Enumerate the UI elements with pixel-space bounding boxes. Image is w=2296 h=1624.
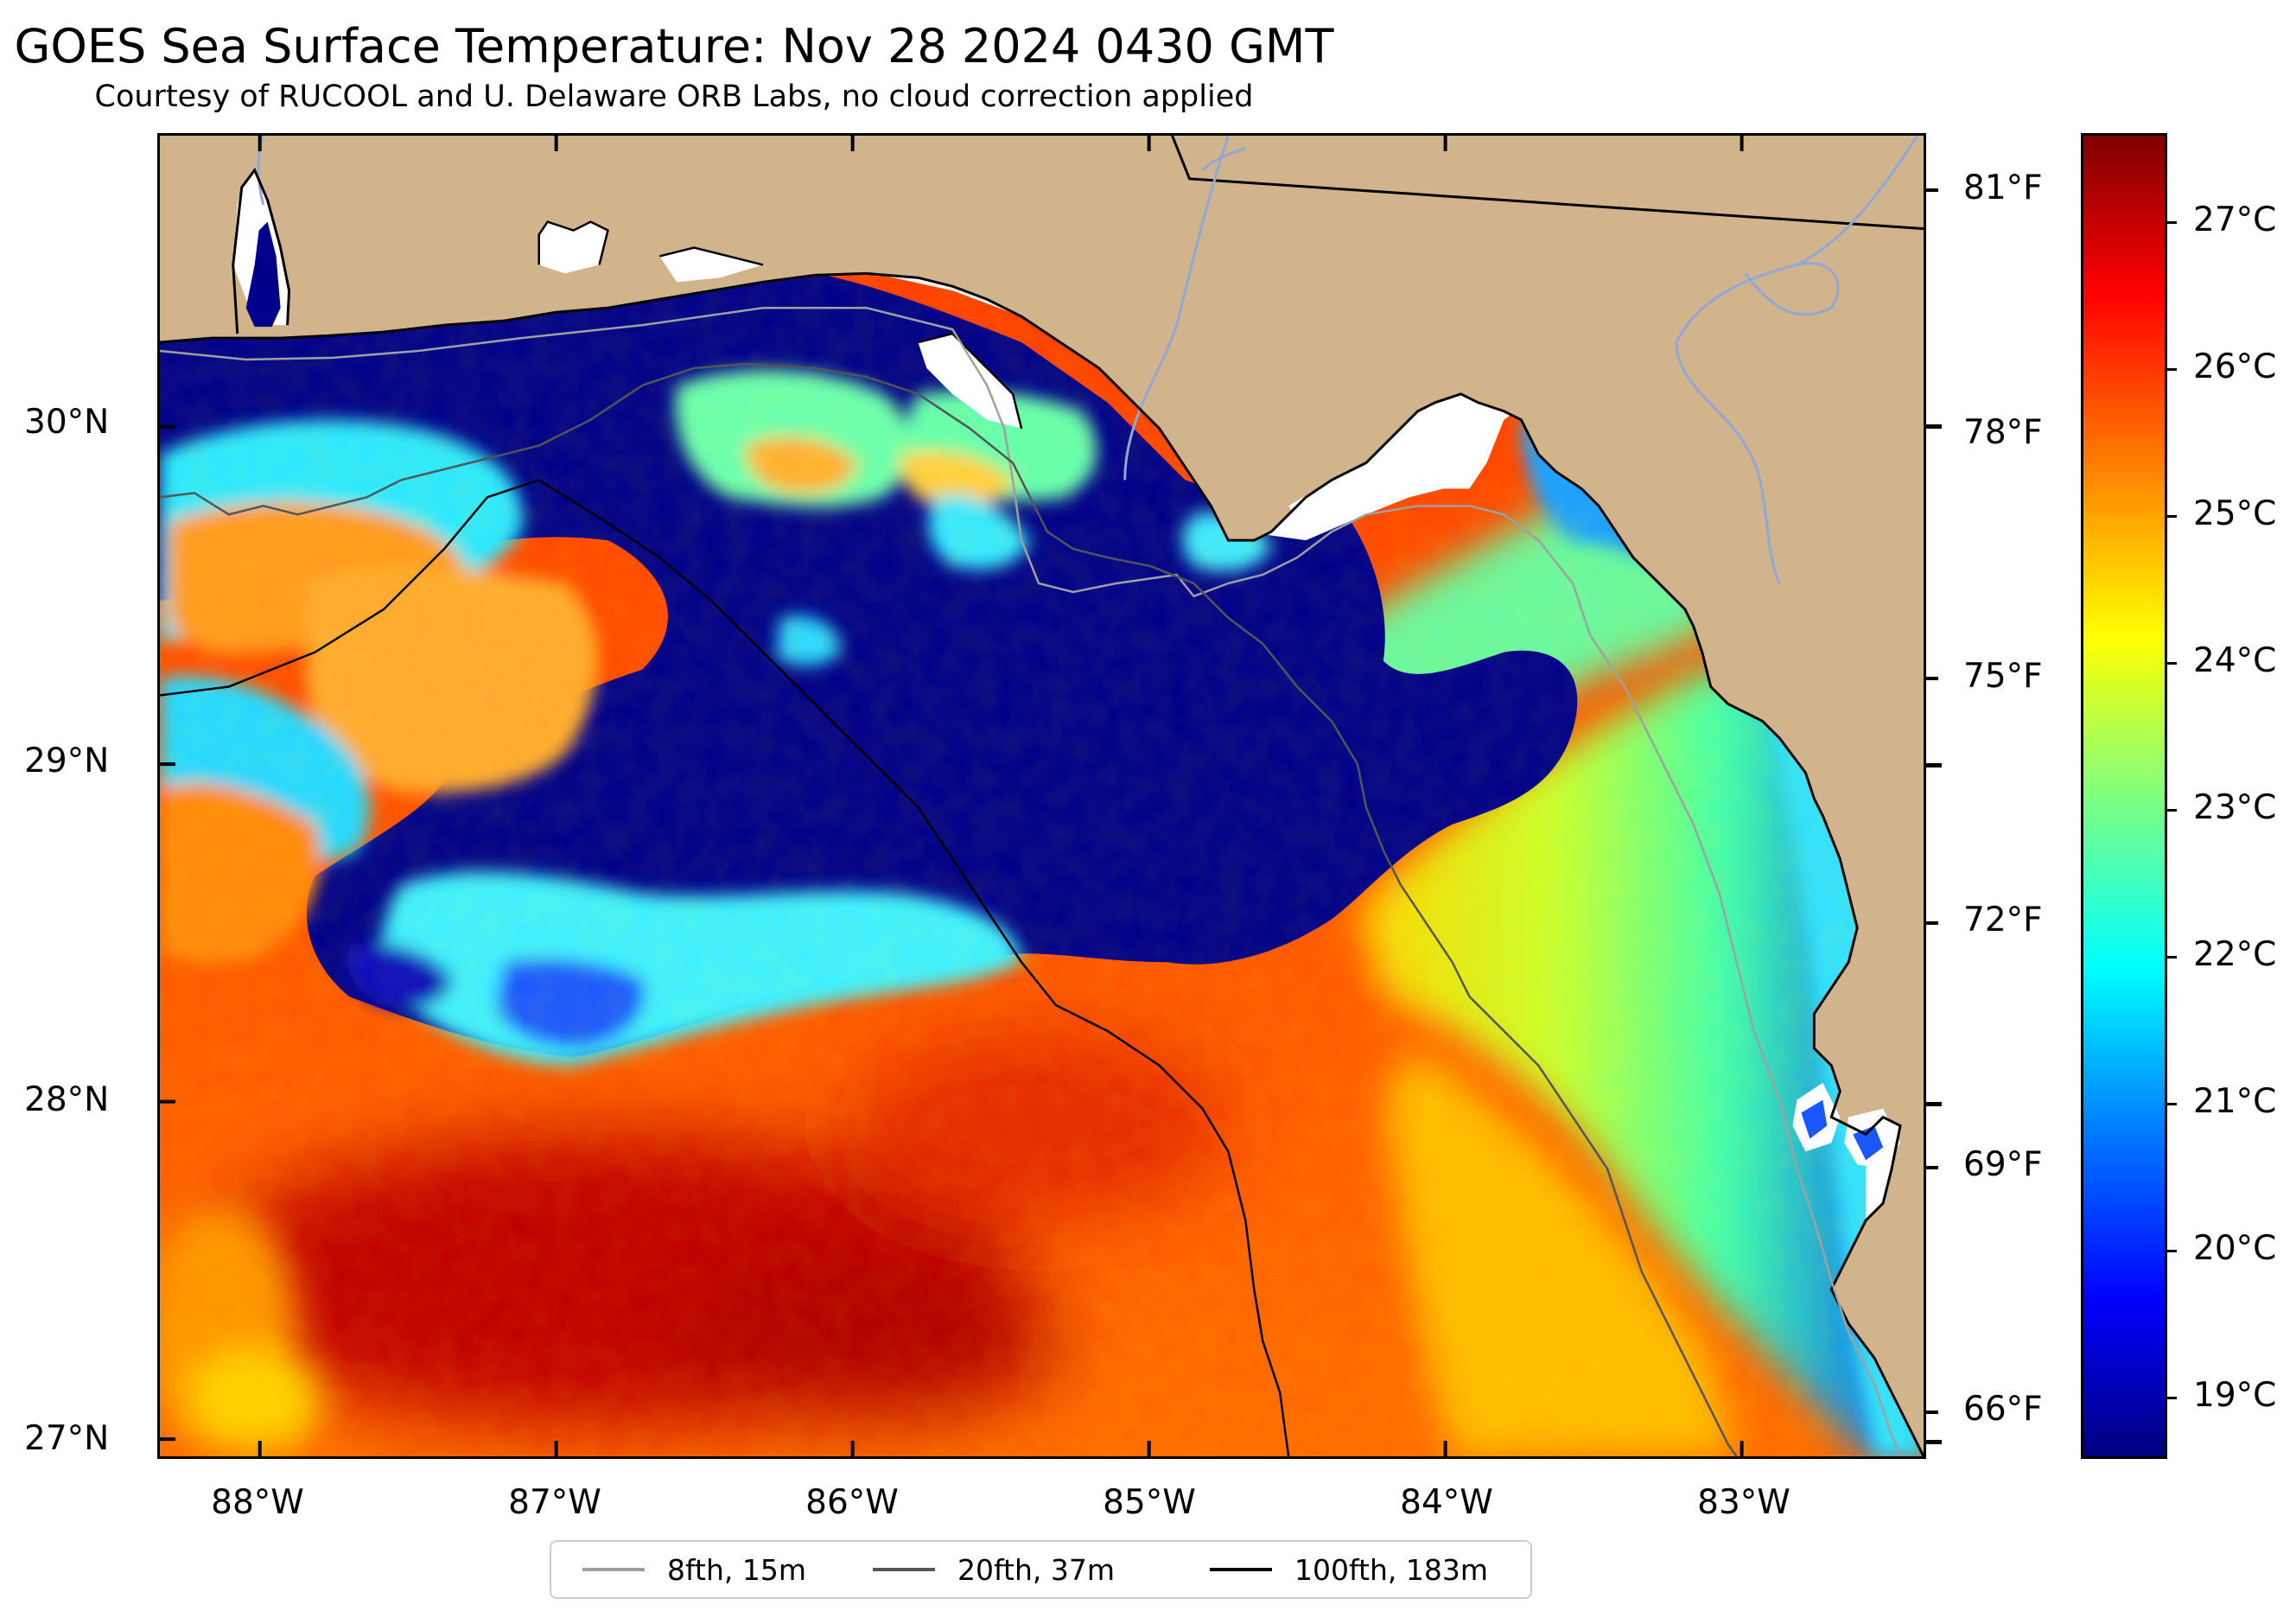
legend-label: 20fth, 37m [957, 1552, 1115, 1587]
lon-label-88w: 88°W [211, 1483, 304, 1522]
legend-item-100fth: 100fth, 183m [1210, 1542, 1488, 1597]
temperature-colorbar [2081, 133, 2167, 1459]
right-tick [1926, 188, 1938, 192]
colorbar-tick [2165, 809, 2177, 812]
lon-label-84w: 84°W [1400, 1483, 1493, 1522]
axis-ticks [160, 136, 1744, 1456]
legend-swatch [873, 1568, 935, 1571]
sst-map[interactable] [157, 133, 1926, 1459]
lon-label-85w: 85°W [1103, 1483, 1196, 1522]
lon-label-86w: 86°W [805, 1483, 899, 1522]
legend-label: 100fth, 183m [1294, 1552, 1488, 1587]
lat-label-30n: 30°N [24, 403, 110, 442]
colorbar-label-19c: 19°C [2193, 1376, 2277, 1415]
right-tick [1926, 921, 1938, 925]
isobath-8fth [160, 306, 1902, 1456]
land-mass [160, 136, 1924, 1456]
colorbar-tick [2165, 662, 2177, 665]
map-subtitle: Courtesy of RUCOOL and U. Delaware ORB L… [94, 80, 1254, 114]
colorbar-label-22c: 22°C [2193, 935, 2277, 974]
colorbar-tick [2165, 1397, 2177, 1399]
right-tick [1926, 424, 1942, 429]
colorbar-label-24c: 24°C [2193, 641, 2277, 680]
lat-label-27n: 27°N [24, 1419, 110, 1458]
isobath-legend: 8fth, 15m 20fth, 37m 100fth, 183m [550, 1540, 1532, 1599]
right-tick [1926, 1411, 1938, 1414]
no-data-fringe [160, 136, 1924, 1456]
colorbar-label-26c: 26°C [2193, 347, 2277, 386]
temp-f-label-78: 78°F [1963, 413, 2043, 452]
temp-f-label-81: 81°F [1963, 169, 2043, 207]
colorbar-label-25c: 25°C [2193, 494, 2277, 533]
colorbar-tick [2165, 515, 2177, 518]
legend-label: 8fth, 15m [667, 1552, 807, 1587]
lat-label-29n: 29°N [24, 742, 110, 780]
isobath-100fth [160, 479, 1290, 1456]
colorbar-label-21c: 21°C [2193, 1082, 2277, 1121]
state-border [1171, 136, 1924, 231]
temp-f-label-66: 66°F [1963, 1390, 2043, 1429]
legend-item-8fth: 8fth, 15m [582, 1542, 806, 1597]
legend-swatch [582, 1568, 645, 1571]
isobath-20fth [160, 362, 1738, 1456]
colorbar-tick [2165, 221, 2177, 224]
colorbar-label-27c: 27°C [2193, 201, 2277, 239]
temp-f-label-69: 69°F [1963, 1145, 2043, 1184]
lon-label-83w: 83°W [1697, 1483, 1790, 1522]
right-tick [1926, 1102, 1942, 1106]
right-tick [1926, 1166, 1938, 1169]
lon-label-87w: 87°W [508, 1483, 601, 1522]
coastline [160, 271, 1924, 1456]
legend-item-20fth: 20fth, 37m [873, 1542, 1115, 1597]
colorbar-tick [2165, 956, 2177, 958]
colorbar-tick [2165, 368, 2177, 371]
map-title: GOES Sea Surface Temperature: Nov 28 202… [14, 19, 1334, 73]
colorbar-label-23c: 23°C [2193, 788, 2277, 827]
right-tick [1926, 763, 1942, 767]
colorbar-tick [2165, 1103, 2177, 1105]
temp-f-label-72: 72°F [1963, 901, 2043, 939]
colorbar-tick [2165, 1250, 2177, 1252]
colorbar-label-20c: 20°C [2193, 1229, 2277, 1268]
legend-swatch [1210, 1568, 1272, 1571]
sst-map-canvas [160, 136, 1924, 1456]
rivers [257, 136, 1919, 584]
right-tick [1926, 677, 1938, 680]
right-tick [1926, 1440, 1942, 1444]
lat-label-28n: 28°N [24, 1080, 110, 1119]
temp-f-label-75: 75°F [1963, 657, 2043, 696]
